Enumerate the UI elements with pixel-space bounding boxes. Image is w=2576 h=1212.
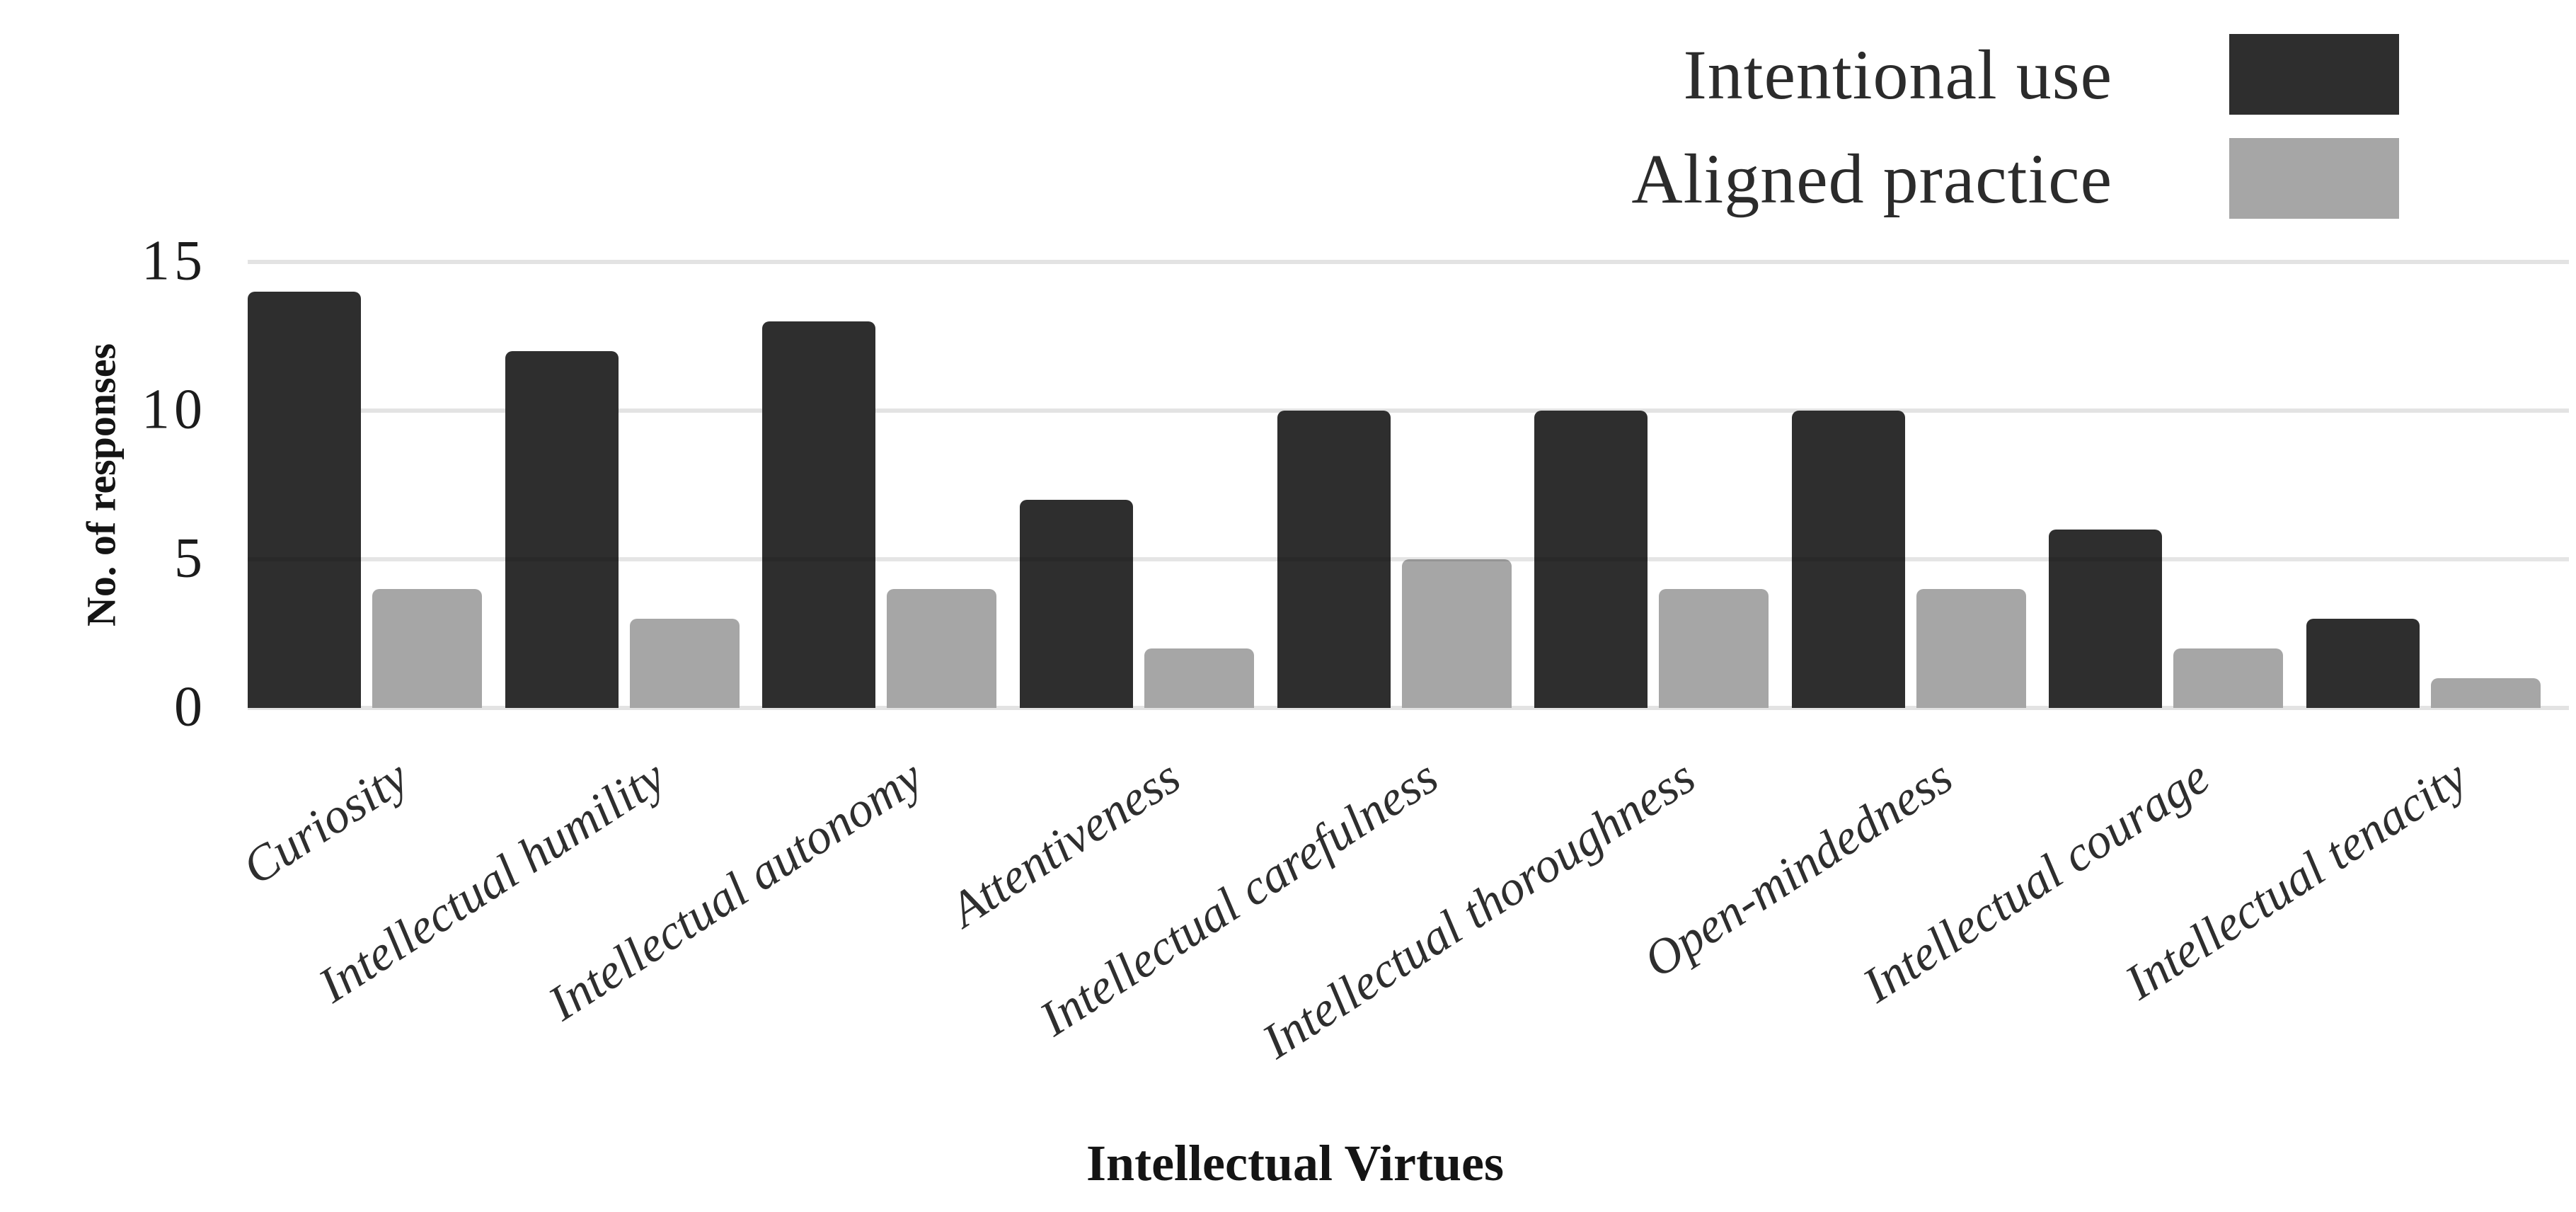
bar-intentional-use-intellectual-thoroughness xyxy=(1534,411,1648,708)
bar-aligned-practice-intellectual-carefulness xyxy=(1401,559,1512,708)
bar-group-open-mindedness xyxy=(1791,262,2026,708)
gridline-15 xyxy=(248,260,2569,264)
gridline-10 xyxy=(248,408,2569,413)
gridline-0-baseline xyxy=(248,706,2569,710)
legend-label-aligned-practice: Aligned practice xyxy=(1631,139,2112,218)
bar-group-intellectual-courage xyxy=(2049,262,2284,708)
bar-intentional-use-intellectual-courage xyxy=(2049,530,2163,708)
bar-group-curiosity xyxy=(248,262,482,708)
bar-aligned-practice-attentiveness xyxy=(1144,648,1254,708)
bar-intentional-use-open-mindedness xyxy=(1791,411,1905,708)
legend-label-intentional-use: Intentional use xyxy=(1683,35,2112,114)
bar-group-intellectual-carefulness xyxy=(1277,262,1512,708)
legend-swatch-aligned-practice xyxy=(2229,138,2399,219)
bar-aligned-practice-curiosity xyxy=(372,589,482,708)
bar-group-intellectual-thoroughness xyxy=(1534,262,1769,708)
bar-intentional-use-attentiveness xyxy=(1019,500,1133,708)
y-tick-0: 0 xyxy=(174,675,207,738)
bar-intentional-use-curiosity xyxy=(248,292,361,708)
bar-intentional-use-intellectual-humility xyxy=(505,351,619,708)
bar-group-intellectual-humility xyxy=(505,262,740,708)
x-category-label-attentiveness: Attentiveness xyxy=(941,749,1190,938)
bar-intentional-use-intellectual-autonomy xyxy=(762,321,876,708)
legend-item-aligned-practice: Aligned practice xyxy=(1631,138,2399,219)
legend-swatch-intentional-use xyxy=(2229,34,2399,115)
legend: Intentional use Aligned practice xyxy=(1631,34,2399,219)
bar-aligned-practice-intellectual-tenacity xyxy=(2431,678,2541,708)
x-category-label-intellectual-tenacity: Intellectual tenacity xyxy=(2115,749,2477,1011)
bar-intentional-use-intellectual-carefulness xyxy=(1277,411,1391,708)
bar-group-intellectual-tenacity xyxy=(2306,262,2541,708)
y-tick-10: 10 xyxy=(142,378,207,441)
x-category-label-intellectual-carefulness: Intellectual carefulness xyxy=(1030,749,1447,1047)
x-category-label-open-mindedness: Open-mindedness xyxy=(1634,749,1962,989)
bar-intentional-use-intellectual-tenacity xyxy=(2306,619,2420,708)
x-category-label-intellectual-autonomy: Intellectual autonomy xyxy=(539,749,933,1031)
x-category-label-intellectual-thoroughness: Intellectual thoroughness xyxy=(1253,749,1705,1070)
x-axis-title: Intellectual Virtues xyxy=(1086,1135,1504,1191)
bar-aligned-practice-intellectual-courage xyxy=(2173,648,2284,708)
y-tick-5: 5 xyxy=(174,527,207,590)
x-category-label-intellectual-humility: Intellectual humility xyxy=(309,749,675,1014)
bar-group-intellectual-autonomy xyxy=(762,262,997,708)
x-category-label-intellectual-courage: Intellectual courage xyxy=(1853,749,2219,1014)
gridline-5 xyxy=(248,557,2569,561)
legend-item-intentional-use: Intentional use xyxy=(1631,34,2399,115)
bar-group-attentiveness xyxy=(1019,262,1254,708)
y-axis-title: No. of responses xyxy=(78,343,125,627)
x-category-label-curiosity: Curiosity xyxy=(233,749,418,896)
y-tick-15: 15 xyxy=(142,229,207,292)
bar-aligned-practice-intellectual-humility xyxy=(629,619,740,708)
bar-aligned-practice-open-mindedness xyxy=(1916,589,2026,708)
bar-aligned-practice-intellectual-autonomy xyxy=(887,589,997,708)
bar-aligned-practice-intellectual-thoroughness xyxy=(1659,589,1769,708)
plot-area xyxy=(248,262,2541,708)
